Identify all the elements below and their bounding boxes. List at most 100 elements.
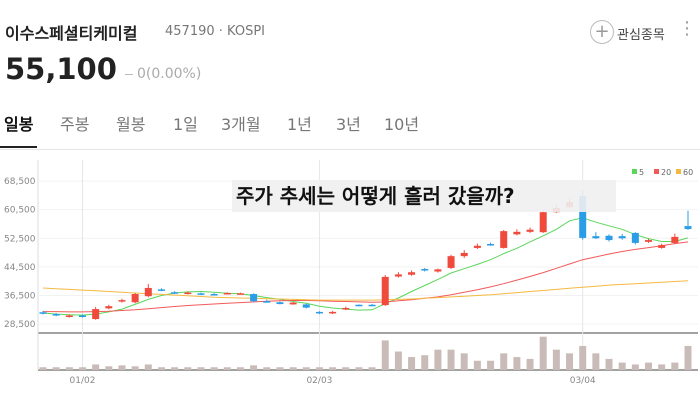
tab[interactable]: 일봉	[4, 115, 34, 134]
volume-bar	[342, 367, 350, 370]
volume-bar	[223, 367, 231, 370]
candle-body	[592, 236, 600, 239]
candle-body	[171, 292, 179, 294]
candle-body	[579, 196, 587, 238]
candle-body	[368, 304, 376, 307]
volume-bar	[171, 367, 179, 370]
candle-body	[355, 304, 363, 307]
candle-body	[65, 315, 73, 317]
candle-body	[434, 269, 442, 272]
volume-bar	[381, 340, 389, 370]
x-tick-label: 03/04	[570, 376, 596, 386]
candle-body	[526, 229, 534, 232]
volume-bar	[592, 353, 600, 370]
volume-bar	[460, 353, 468, 370]
tab[interactable]: 1일	[173, 115, 198, 134]
overlay-title: 주가 추세는 어떻게 흘러 갔을까?	[232, 180, 616, 212]
volume-bar	[329, 367, 337, 370]
candle-body	[539, 212, 547, 233]
tab[interactable]: 1년	[287, 115, 312, 134]
volume-bar	[618, 362, 626, 370]
volume-bar	[605, 358, 613, 370]
candle-body	[105, 306, 113, 309]
candle-body	[276, 302, 284, 305]
candle-body	[460, 252, 468, 257]
divider	[0, 149, 700, 150]
candle-body	[223, 292, 231, 295]
volume-bar	[434, 349, 442, 370]
volume-bar	[631, 364, 639, 370]
volume-bar	[302, 367, 310, 370]
candle-body	[684, 226, 692, 229]
volume-bar	[526, 358, 534, 370]
volume-bar	[487, 360, 495, 370]
tab[interactable]: 월봉	[116, 115, 146, 134]
candle-body	[250, 294, 258, 302]
volume-bar	[78, 367, 86, 370]
volume-bar	[658, 364, 666, 370]
y-tick-label: 28,500	[4, 320, 36, 330]
volume-bar	[118, 365, 126, 370]
candle-body	[289, 302, 297, 305]
volume-bar	[197, 367, 205, 370]
code-market: 457190 · KOSPI	[165, 24, 265, 39]
volume-bar	[684, 345, 692, 370]
y-tick-label: 68,500	[4, 177, 36, 187]
candle-body	[421, 269, 429, 271]
volume-bar	[250, 365, 258, 370]
unchanged-icon	[125, 74, 133, 75]
tab[interactable]: 3년	[336, 115, 361, 134]
volume-bar	[105, 366, 113, 370]
volume-bar	[184, 367, 192, 370]
candle-body	[447, 256, 455, 268]
legend-label: 5	[639, 168, 644, 177]
volume-bar	[157, 367, 165, 370]
tab[interactable]: 10년	[384, 115, 420, 134]
candle-body	[342, 307, 350, 310]
x-tick-label: 01/02	[70, 376, 96, 386]
price: 55,100	[5, 52, 117, 86]
candle-body	[39, 312, 47, 314]
candle-body	[144, 287, 152, 297]
candle-body	[302, 304, 310, 308]
candle-body	[315, 311, 323, 314]
volume-bar	[421, 355, 429, 370]
volume-bar	[263, 367, 271, 370]
volume-bar	[447, 349, 455, 370]
volume-bar	[289, 367, 297, 370]
volume-bar	[579, 345, 587, 370]
candle-body	[618, 236, 626, 239]
candle-body	[236, 293, 244, 295]
candle-body	[473, 245, 481, 248]
volume-bar	[131, 366, 139, 370]
watch-icon[interactable]: +	[590, 20, 614, 44]
tab[interactable]: 주봉	[60, 115, 90, 134]
candle-body	[487, 243, 495, 246]
volume-bar	[500, 353, 508, 370]
legend-swatch	[654, 169, 659, 174]
volume-bar	[39, 367, 47, 370]
candle-body	[658, 245, 666, 248]
y-tick-label: 60,500	[4, 206, 36, 216]
stock-name: 이수스페셜티케미컬	[5, 24, 138, 43]
tab-underline	[0, 146, 37, 148]
change: 0(0.00%)	[137, 66, 202, 82]
watch-button[interactable]: 관심종목	[617, 28, 665, 43]
volume-bar	[473, 360, 481, 370]
candle-body	[631, 232, 639, 243]
volume-bar	[315, 367, 323, 370]
candle-body	[210, 294, 218, 296]
volume-bar	[210, 367, 218, 370]
ma-line	[42, 280, 689, 301]
candle-body	[645, 240, 653, 242]
legend-label: 20	[661, 168, 671, 177]
candle-body	[78, 315, 86, 317]
candle-body	[408, 272, 416, 275]
more-icon[interactable]: ⋮	[678, 18, 696, 39]
tab[interactable]: 3개월	[221, 115, 261, 134]
candle-body	[92, 309, 100, 320]
volume-bar	[408, 357, 416, 370]
candle-body	[118, 300, 126, 302]
volume-bar	[144, 364, 152, 370]
